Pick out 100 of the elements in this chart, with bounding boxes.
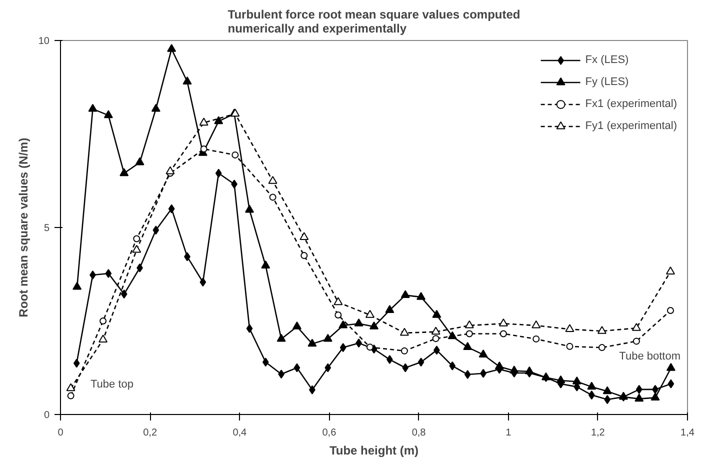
point	[214, 116, 224, 124]
point	[602, 386, 612, 394]
point	[587, 382, 596, 390]
point	[300, 232, 309, 240]
point	[200, 145, 208, 152]
point	[338, 320, 348, 328]
x-tick-label: 0,8	[412, 428, 426, 438]
y-axis-title: Root mean square values (N/m)	[16, 138, 30, 318]
point	[498, 318, 508, 326]
point	[510, 366, 519, 374]
point	[400, 290, 410, 298]
point	[354, 318, 364, 326]
point	[120, 290, 128, 299]
point	[294, 363, 300, 372]
point	[464, 320, 474, 328]
x-tick-label: 0	[58, 428, 64, 438]
point	[67, 392, 74, 400]
point	[556, 375, 566, 384]
point	[565, 324, 574, 332]
point	[133, 235, 140, 242]
point	[166, 166, 175, 174]
point	[104, 110, 113, 118]
point	[402, 363, 409, 372]
point	[168, 204, 175, 214]
legend-label: Fx (LES)	[585, 54, 629, 66]
point	[632, 322, 641, 331]
point	[167, 44, 176, 52]
point	[572, 376, 582, 384]
point	[478, 350, 488, 358]
y-tick-label: 0	[44, 410, 50, 421]
x-axis-title: Tube height (m)	[329, 444, 419, 458]
point	[152, 226, 160, 235]
point	[199, 118, 208, 126]
x-tick-label: 0,6	[322, 428, 337, 438]
point	[666, 307, 674, 314]
point	[323, 334, 332, 342]
point	[200, 278, 206, 287]
point	[132, 244, 142, 253]
point	[400, 347, 408, 354]
point	[151, 104, 160, 112]
point	[366, 344, 374, 351]
legend-label: Fy (LES)	[585, 76, 629, 88]
point	[370, 321, 378, 330]
chart-title: Turbulent force root mean square values computed numerically and experimentally	[228, 8, 520, 36]
point	[668, 379, 674, 388]
point	[334, 297, 343, 306]
point	[262, 358, 269, 367]
point	[308, 338, 317, 347]
point	[215, 168, 222, 178]
point	[494, 362, 504, 370]
point	[182, 76, 192, 84]
point	[431, 326, 440, 335]
point	[90, 270, 96, 280]
point	[466, 330, 473, 338]
point	[334, 312, 342, 319]
point	[72, 282, 82, 290]
point	[365, 310, 374, 318]
point	[464, 370, 471, 379]
point	[98, 334, 108, 343]
point	[598, 344, 606, 352]
x-tick-label: 1,4	[680, 428, 695, 438]
point	[246, 324, 253, 333]
point	[300, 252, 308, 260]
point	[418, 358, 424, 367]
point	[432, 335, 440, 342]
point	[340, 343, 346, 352]
point	[666, 266, 675, 274]
x-tick-label: 1,2	[590, 428, 606, 438]
point	[324, 363, 332, 372]
point	[88, 104, 98, 112]
point	[268, 176, 278, 184]
point	[244, 204, 254, 213]
point	[400, 328, 409, 336]
y-tick-label: 5	[44, 223, 50, 234]
point	[666, 363, 676, 371]
point	[73, 358, 80, 368]
point	[66, 383, 76, 392]
legend-label: Fy1 (experimental)	[585, 120, 677, 132]
annotation: Tube top	[90, 378, 134, 390]
point	[432, 310, 442, 318]
annotation: Tube bottom	[619, 350, 681, 362]
point	[292, 321, 302, 330]
point	[261, 260, 270, 268]
point	[232, 151, 239, 158]
x-tick-label: 1	[506, 428, 512, 438]
point	[634, 394, 644, 402]
point	[120, 168, 129, 176]
legend-label: Fx1 (experimental)	[585, 98, 677, 110]
point	[135, 157, 144, 166]
point	[385, 305, 394, 313]
point	[105, 269, 112, 278]
point	[276, 334, 286, 342]
point	[588, 390, 595, 400]
point	[449, 361, 456, 370]
point	[597, 326, 606, 334]
point	[269, 194, 276, 201]
x-tick-label: 0,4	[232, 428, 248, 438]
point	[650, 392, 660, 400]
point	[463, 342, 472, 350]
point	[636, 384, 642, 394]
